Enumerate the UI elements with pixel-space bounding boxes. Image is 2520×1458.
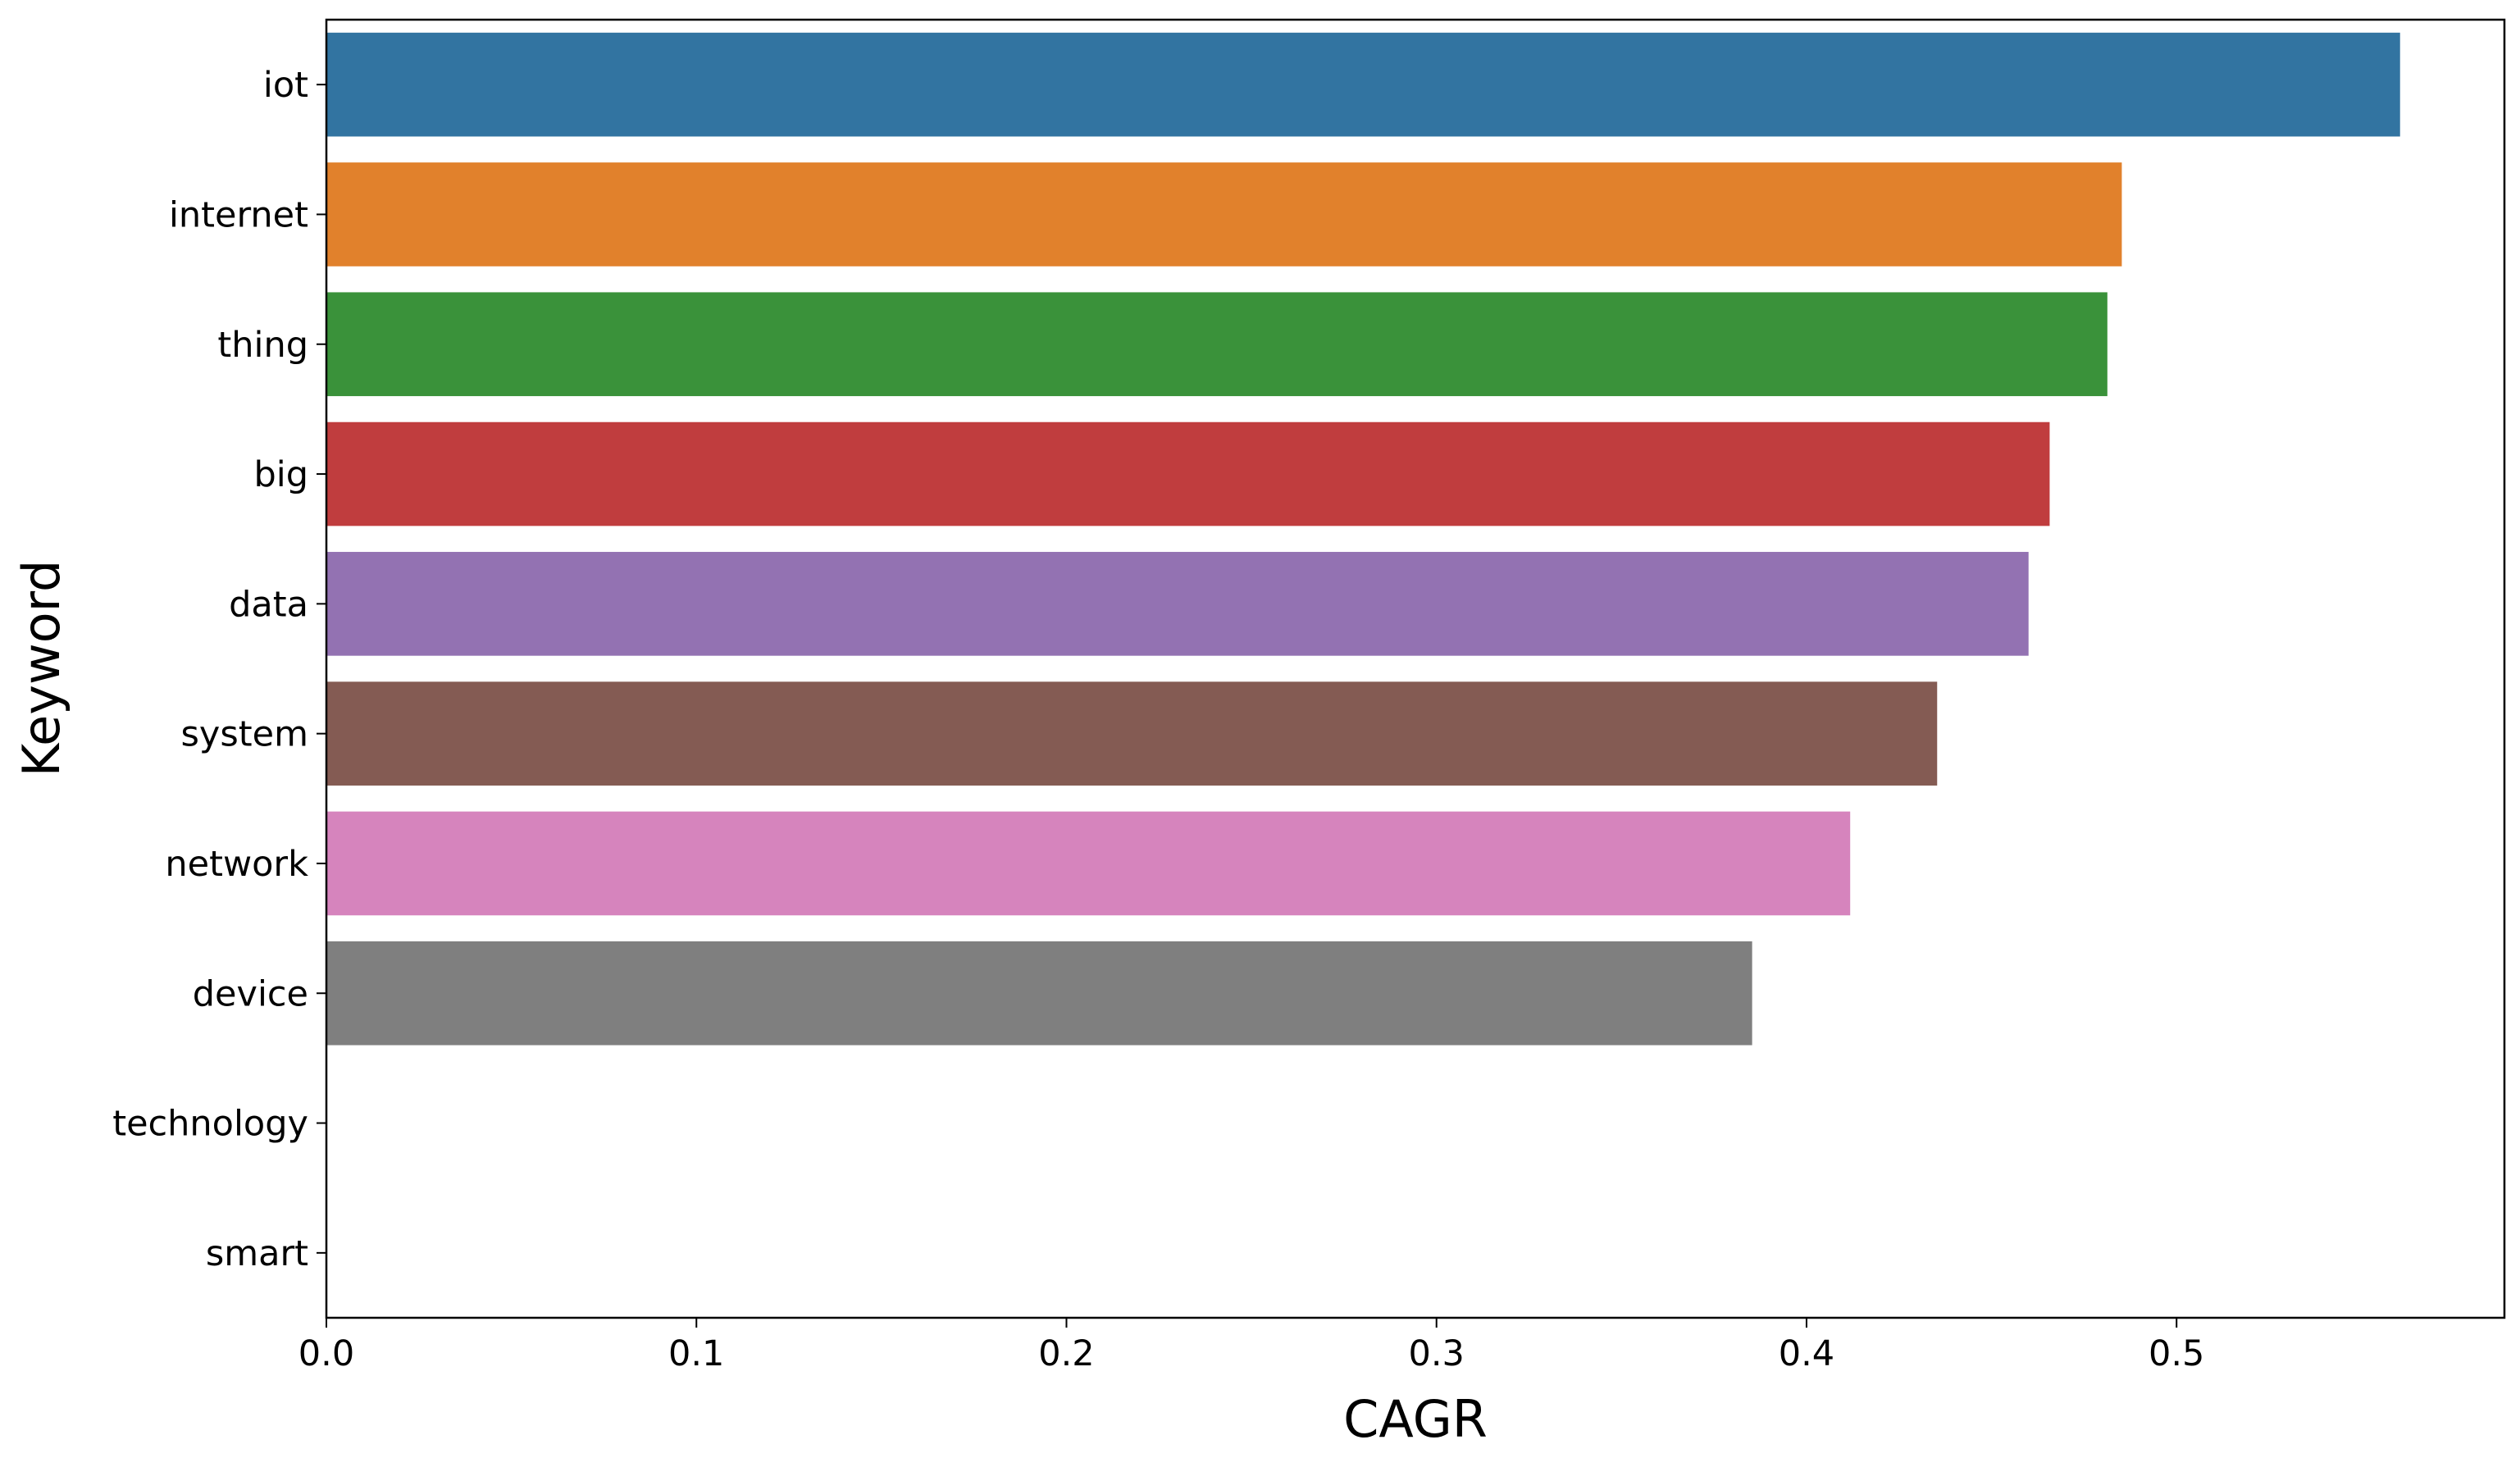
y-tick-label: thing <box>217 325 308 366</box>
y-tick-label: smart <box>206 1233 308 1274</box>
y-tick-label: data <box>229 584 308 625</box>
y-axis-label: Keyword <box>11 560 71 777</box>
y-tick-label: big <box>253 454 308 495</box>
x-tick-label: 0.5 <box>2149 1333 2204 1374</box>
y-tick-label: device <box>193 973 308 1014</box>
bar <box>326 941 1752 1046</box>
x-tick-label: 0.3 <box>1409 1333 1465 1374</box>
x-tick-label: 0.0 <box>298 1333 354 1374</box>
bar <box>326 811 1851 916</box>
x-axis-label: CAGR <box>1343 1389 1488 1449</box>
y-tick-label: network <box>165 844 308 885</box>
plot-frame <box>325 18 2506 1319</box>
y-tick-label: iot <box>263 65 308 106</box>
bar <box>326 32 2400 137</box>
x-tick-label: 0.1 <box>668 1333 724 1374</box>
y-tick-label: technology <box>112 1104 308 1145</box>
bar <box>326 292 2108 397</box>
x-tick-label: 0.2 <box>1038 1333 1094 1374</box>
bar <box>326 421 2050 526</box>
y-tick-label: internet <box>169 194 308 235</box>
y-tick-label: system <box>181 714 308 755</box>
bar <box>326 552 2029 656</box>
x-tick-label: 0.4 <box>1779 1333 1834 1374</box>
bar <box>326 162 2122 267</box>
bar <box>326 681 1938 786</box>
